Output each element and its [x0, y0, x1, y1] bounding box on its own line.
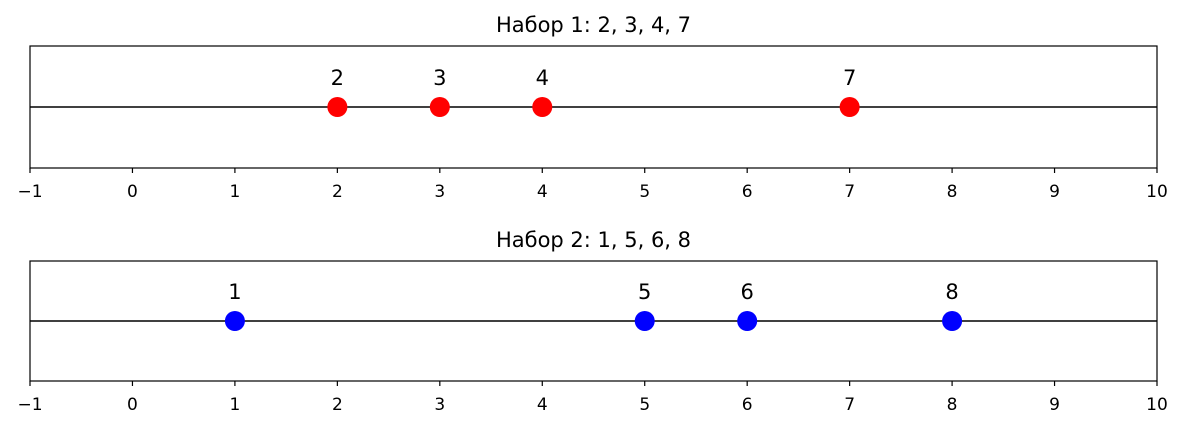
chart-title: Набор 2: 1, 5, 6, 8 — [496, 228, 691, 252]
x-tick-label: 6 — [742, 182, 753, 202]
chart-title: Набор 1: 2, 3, 4, 7 — [496, 13, 691, 37]
x-tick-label: 7 — [844, 182, 855, 202]
point — [224, 311, 245, 331]
x-tick-label: 6 — [742, 395, 753, 415]
x-tick-label: 4 — [537, 182, 548, 202]
point — [737, 311, 758, 331]
x-tick-label: 3 — [434, 182, 445, 202]
x-tick-label: 10 — [1146, 182, 1168, 202]
point-label: 5 — [638, 280, 651, 304]
point-label: 1 — [228, 280, 241, 304]
x-tick-label: 5 — [639, 182, 650, 202]
x-tick-label: 3 — [434, 395, 445, 415]
point — [532, 97, 553, 117]
point — [839, 97, 860, 117]
x-tick-label: 5 — [639, 395, 650, 415]
point — [942, 311, 963, 331]
point — [429, 97, 450, 117]
x-tick-label: 8 — [947, 182, 958, 202]
x-tick-label: 1 — [229, 395, 240, 415]
point-label: 7 — [843, 66, 856, 90]
point-label: 8 — [945, 280, 958, 304]
x-tick-label: 10 — [1146, 395, 1168, 415]
x-tick-label: 2 — [332, 395, 343, 415]
x-tick-label: −1 — [17, 182, 42, 202]
point-label: 3 — [433, 66, 446, 90]
x-tick-label: 0 — [127, 182, 138, 202]
point-label: 2 — [331, 66, 344, 90]
x-tick-label: −1 — [17, 395, 42, 415]
point-label: 6 — [740, 280, 753, 304]
x-tick-label: 1 — [229, 182, 240, 202]
point — [634, 311, 655, 331]
x-tick-label: 8 — [947, 395, 958, 415]
point — [327, 97, 348, 117]
x-tick-label: 0 — [127, 395, 138, 415]
x-tick-label: 9 — [1049, 395, 1060, 415]
x-tick-label: 9 — [1049, 182, 1060, 202]
x-tick-label: 7 — [844, 395, 855, 415]
x-tick-label: 2 — [332, 182, 343, 202]
x-tick-label: 4 — [537, 395, 548, 415]
point-label: 4 — [536, 66, 549, 90]
